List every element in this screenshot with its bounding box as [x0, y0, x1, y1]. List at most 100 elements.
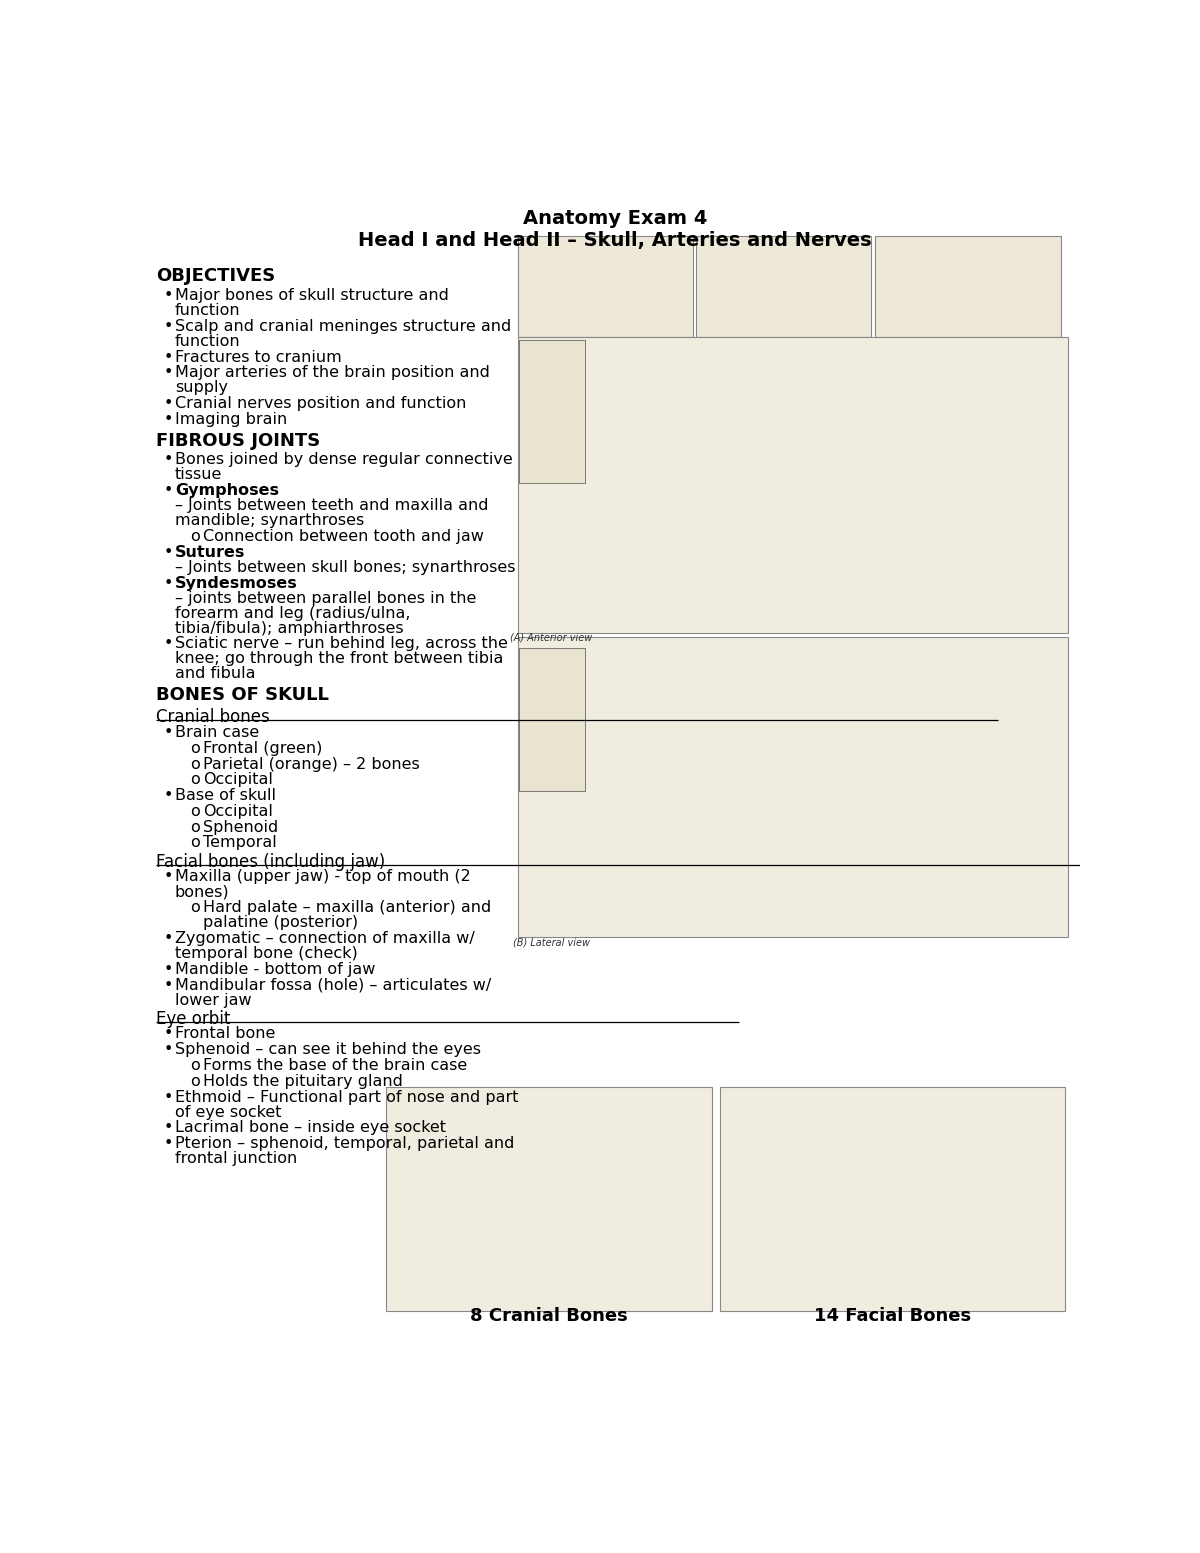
Bar	[518, 637, 1068, 936]
Text: (B) Lateral view: (B) Lateral view	[512, 936, 590, 947]
Text: •: •	[164, 545, 173, 559]
Text: tissue: tissue	[175, 467, 222, 483]
Text: temporal bone (check): temporal bone (check)	[175, 946, 358, 961]
Text: o: o	[191, 836, 200, 851]
Text: Maxilla (upper jaw) - top of mouth (2: Maxilla (upper jaw) - top of mouth (2	[175, 870, 470, 884]
Text: OBJECTIVES: OBJECTIVES	[156, 267, 276, 286]
Text: 14 Facial Bones: 14 Facial Bones	[814, 1306, 971, 1325]
Text: •: •	[164, 787, 173, 803]
Text: Pterion – sphenoid, temporal, parietal and: Pterion – sphenoid, temporal, parietal a…	[175, 1137, 514, 1151]
Text: •: •	[164, 977, 173, 992]
Text: (A) Anterior view: (A) Anterior view	[510, 634, 593, 643]
Text: Frontal bone: Frontal bone	[175, 1027, 275, 1042]
Text: Facial bones (including jaw): Facial bones (including jaw)	[156, 853, 385, 871]
Text: supply: supply	[175, 380, 228, 396]
Text: Mandibular fossa (hole) – articulates w/: Mandibular fossa (hole) – articulates w/	[175, 977, 491, 992]
Text: Occipital: Occipital	[203, 772, 272, 787]
Text: and fibula: and fibula	[175, 666, 256, 682]
Text: Hard palate – maxilla (anterior) and: Hard palate – maxilla (anterior) and	[203, 901, 491, 915]
Text: •: •	[164, 870, 173, 884]
Bar	[518, 337, 1068, 634]
Text: mandible; synarthroses: mandible; synarthroses	[175, 512, 364, 528]
Text: Head I and Head II – Skull, Arteries and Nerves: Head I and Head II – Skull, Arteries and…	[358, 231, 872, 250]
Text: Bones joined by dense regular connective: Bones joined by dense regular connective	[175, 452, 512, 467]
Text: Connection between tooth and jaw: Connection between tooth and jaw	[203, 530, 484, 544]
Text: Brain case: Brain case	[175, 725, 259, 739]
Text: •: •	[164, 1027, 173, 1042]
Text: •: •	[164, 961, 173, 977]
Text: •: •	[164, 349, 173, 365]
Text: – Joints between teeth and maxilla and: – Joints between teeth and maxilla and	[175, 499, 488, 512]
Text: Holds the pituitary gland: Holds the pituitary gland	[203, 1073, 402, 1089]
Text: o: o	[191, 804, 200, 818]
Bar	[518, 648, 584, 790]
Bar	[875, 236, 1061, 337]
Text: Imaging brain: Imaging brain	[175, 412, 287, 427]
Text: Occipital: Occipital	[203, 804, 272, 818]
Text: – joints between parallel bones in the: – joints between parallel bones in the	[175, 590, 476, 606]
Bar	[696, 236, 871, 337]
Text: frontal junction: frontal junction	[175, 1151, 298, 1166]
Text: •: •	[164, 287, 173, 303]
Text: Temporal: Temporal	[203, 836, 276, 851]
Text: lower jaw: lower jaw	[175, 992, 252, 1008]
Text: Sphenoid: Sphenoid	[203, 820, 278, 834]
Text: o: o	[191, 1058, 200, 1073]
Text: o: o	[191, 1073, 200, 1089]
Text: Base of skull: Base of skull	[175, 787, 276, 803]
Text: Sutures: Sutures	[175, 545, 245, 559]
Text: o: o	[191, 820, 200, 834]
Text: FIBROUS JOINTS: FIBROUS JOINTS	[156, 432, 320, 450]
Text: o: o	[191, 901, 200, 915]
Text: function: function	[175, 303, 240, 318]
Text: knee; go through the front between tibia: knee; go through the front between tibia	[175, 651, 503, 666]
Text: •: •	[164, 1090, 173, 1104]
Text: – Joints between skull bones; synarthroses: – Joints between skull bones; synarthros…	[175, 559, 515, 575]
Text: Eye orbit: Eye orbit	[156, 1009, 230, 1028]
Text: Frontal (green): Frontal (green)	[203, 741, 322, 756]
Text: •: •	[164, 576, 173, 590]
Bar	[720, 1087, 1064, 1311]
Text: •: •	[164, 396, 173, 412]
Text: Lacrimal bone – inside eye socket: Lacrimal bone – inside eye socket	[175, 1120, 446, 1135]
Text: forearm and leg (radius/ulna,: forearm and leg (radius/ulna,	[175, 606, 410, 621]
Text: Major arteries of the brain position and: Major arteries of the brain position and	[175, 365, 490, 380]
Text: •: •	[164, 1120, 173, 1135]
Text: BONES OF SKULL: BONES OF SKULL	[156, 686, 329, 704]
Text: Sciatic nerve – run behind leg, across the: Sciatic nerve – run behind leg, across t…	[175, 637, 508, 651]
Text: •: •	[164, 930, 173, 946]
Text: Scalp and cranial meninges structure and: Scalp and cranial meninges structure and	[175, 318, 511, 334]
Text: •: •	[164, 412, 173, 427]
Text: o: o	[191, 756, 200, 772]
Bar	[518, 236, 692, 337]
Text: Syndesmoses: Syndesmoses	[175, 576, 298, 590]
Text: Cranial bones: Cranial bones	[156, 708, 270, 727]
Text: •: •	[164, 725, 173, 739]
Text: o: o	[191, 741, 200, 756]
Text: •: •	[164, 318, 173, 334]
Text: palatine (posterior): palatine (posterior)	[203, 915, 358, 930]
Bar	[386, 1087, 712, 1311]
Bar	[518, 340, 584, 483]
Text: Zygomatic – connection of maxilla w/: Zygomatic – connection of maxilla w/	[175, 930, 474, 946]
Text: Gymphoses: Gymphoses	[175, 483, 278, 499]
Text: Anatomy Exam 4: Anatomy Exam 4	[523, 210, 707, 228]
Text: of eye socket: of eye socket	[175, 1104, 281, 1120]
Text: o: o	[191, 530, 200, 544]
Text: Major bones of skull structure and: Major bones of skull structure and	[175, 287, 449, 303]
Text: Ethmoid – Functional part of nose and part: Ethmoid – Functional part of nose and pa…	[175, 1090, 518, 1104]
Text: Forms the base of the brain case: Forms the base of the brain case	[203, 1058, 467, 1073]
Text: •: •	[164, 452, 173, 467]
Text: •: •	[164, 637, 173, 651]
Text: Parietal (orange) – 2 bones: Parietal (orange) – 2 bones	[203, 756, 420, 772]
Text: •: •	[164, 365, 173, 380]
Text: Cranial nerves position and function: Cranial nerves position and function	[175, 396, 466, 412]
Text: o: o	[191, 772, 200, 787]
Text: Mandible - bottom of jaw: Mandible - bottom of jaw	[175, 961, 376, 977]
Text: •: •	[164, 1042, 173, 1058]
Text: tibia/fibula); amphiarthroses: tibia/fibula); amphiarthroses	[175, 621, 403, 635]
Text: Sphenoid – can see it behind the eyes: Sphenoid – can see it behind the eyes	[175, 1042, 481, 1058]
Text: 8 Cranial Bones: 8 Cranial Bones	[470, 1306, 628, 1325]
Text: bones): bones)	[175, 884, 229, 899]
Text: Fractures to cranium: Fractures to cranium	[175, 349, 342, 365]
